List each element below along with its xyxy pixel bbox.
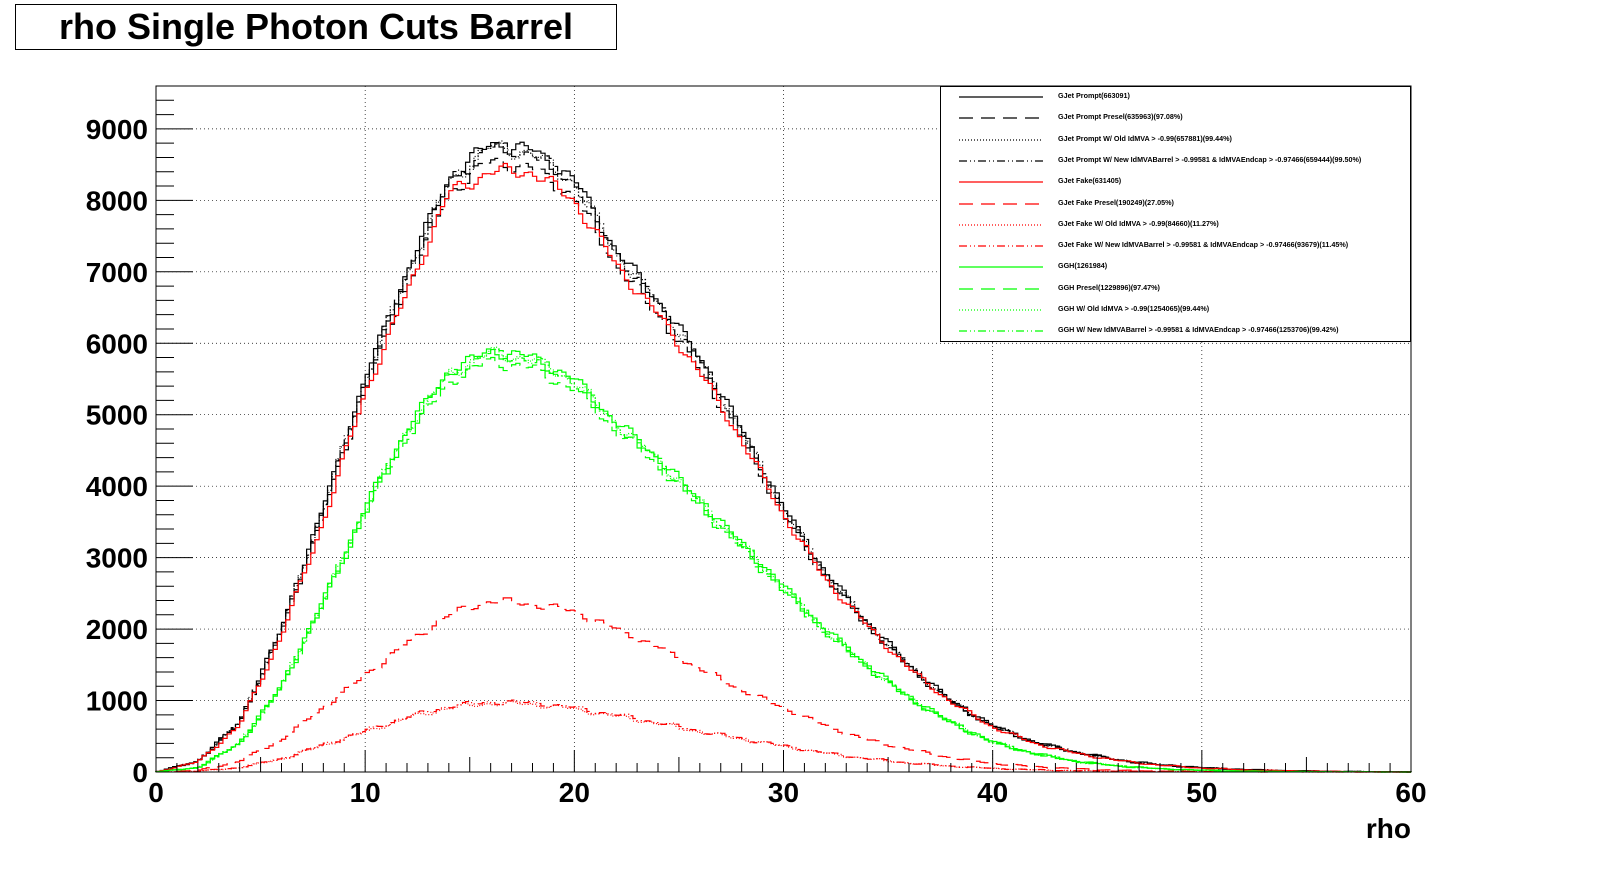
legend-entry: GJet Fake Presel(190249)(27.05%) bbox=[941, 194, 1410, 215]
y-tick-label: 0 bbox=[132, 757, 148, 788]
y-tick-label: 9000 bbox=[86, 114, 148, 145]
y-tick-label: 1000 bbox=[86, 686, 148, 717]
legend-label: GGH Presel(1229896)(97.47%) bbox=[1058, 282, 1160, 292]
legend-entry: GJet Prompt W/ Old IdMVA > -0.99(657881)… bbox=[941, 130, 1410, 151]
y-tick-label: 4000 bbox=[86, 471, 148, 502]
legend-entry: GJet Prompt Presel(635963)(97.08%) bbox=[941, 108, 1410, 129]
y-tick-label: 7000 bbox=[86, 257, 148, 288]
legend-label: GJet Fake(631405) bbox=[1058, 176, 1122, 186]
x-tick-label: 0 bbox=[148, 777, 164, 808]
series-line bbox=[155, 162, 1412, 773]
legend-entry: GJet Prompt(663091) bbox=[941, 87, 1410, 108]
legend-label: GJet Prompt(663091) bbox=[1058, 91, 1130, 100]
legend-swatch bbox=[959, 309, 1043, 311]
legend-swatch bbox=[959, 202, 1043, 205]
legend-swatch bbox=[959, 160, 1043, 162]
legend: GJet Prompt(663091) GJet Prompt Presel(63… bbox=[940, 86, 1411, 342]
y-tick-label: 5000 bbox=[86, 400, 148, 431]
legend-swatch bbox=[959, 330, 1043, 332]
series-line bbox=[155, 346, 1411, 773]
x-tick-label: 30 bbox=[768, 777, 799, 808]
legend-entry: GGH(1261984) bbox=[941, 257, 1410, 278]
legend-entry: GJet Fake(631405) bbox=[941, 172, 1410, 193]
legend-entry: GJet Fake W/ New IdMVABarrel > -0.99581 … bbox=[941, 236, 1410, 257]
legend-label: GGH(1261984) bbox=[1058, 261, 1108, 271]
x-tick-label: 20 bbox=[559, 777, 590, 808]
series-line bbox=[155, 597, 1411, 773]
legend-entry: GGH W/ Old IdMVA > -0.99(1254065)(99.44%… bbox=[941, 300, 1410, 321]
legend-swatch bbox=[959, 288, 1043, 290]
x-tick-label: 40 bbox=[977, 777, 1008, 808]
legend-label: GJet Fake Presel(190249)(27.05%) bbox=[1058, 197, 1174, 207]
series-line bbox=[155, 699, 1411, 773]
legend-swatch bbox=[959, 138, 1043, 141]
chart-title: rho Single Photon Cuts Barrel bbox=[15, 4, 617, 50]
legend-swatch bbox=[959, 224, 1043, 226]
legend-label: GGH W/ New IdMVABarrel > -0.99581 & IdMV… bbox=[1058, 325, 1339, 335]
legend-swatch bbox=[959, 96, 1043, 98]
legend-label: GJet Fake W/ Old IdMVA > -0.99(84660)(11… bbox=[1058, 218, 1219, 228]
legend-label: GJet Prompt Presel(635963)(97.08%) bbox=[1058, 112, 1183, 122]
legend-entry: GJet Prompt W/ New IdMVABarrel > -0.9958… bbox=[941, 151, 1410, 172]
legend-swatch bbox=[959, 266, 1043, 268]
y-tick-label: 8000 bbox=[86, 185, 148, 216]
series-line bbox=[155, 356, 1412, 773]
legend-entry: GGH Presel(1229896)(97.47%) bbox=[941, 279, 1410, 300]
x-axis-title: rho bbox=[1366, 813, 1411, 844]
axes: 0 10 20 30 40 50 60 0 1000 2000 3000 4000 5000 6000 70… bbox=[86, 85, 1427, 808]
legend-swatch bbox=[959, 245, 1043, 247]
legend-label: GJet Prompt W/ New IdMVABarrel > -0.9958… bbox=[1058, 154, 1362, 164]
legend-swatch bbox=[959, 117, 1043, 119]
legend-entry: GGH W/ New IdMVABarrel > -0.99581 & IdMV… bbox=[941, 321, 1410, 342]
x-tick-label: 10 bbox=[350, 777, 381, 808]
legend-entry: GJet Fake W/ Old IdMVA > -0.99(84660)(11… bbox=[941, 215, 1410, 236]
y-tick-label: 2000 bbox=[86, 614, 148, 645]
legend-label: GJet Fake W/ New IdMVABarrel > -0.99581 … bbox=[1058, 240, 1349, 250]
y-tick-label: 6000 bbox=[86, 328, 148, 359]
y-tick-label: 3000 bbox=[86, 543, 148, 574]
legend-swatch bbox=[959, 181, 1043, 183]
legend-label: GJet Prompt W/ Old IdMVA > -0.99(657881)… bbox=[1058, 133, 1232, 143]
x-tick-label: 60 bbox=[1395, 777, 1426, 808]
x-tick-label: 50 bbox=[1186, 777, 1217, 808]
legend-label: GGH W/ Old IdMVA > -0.99(1254065)(99.44%… bbox=[1058, 304, 1210, 313]
